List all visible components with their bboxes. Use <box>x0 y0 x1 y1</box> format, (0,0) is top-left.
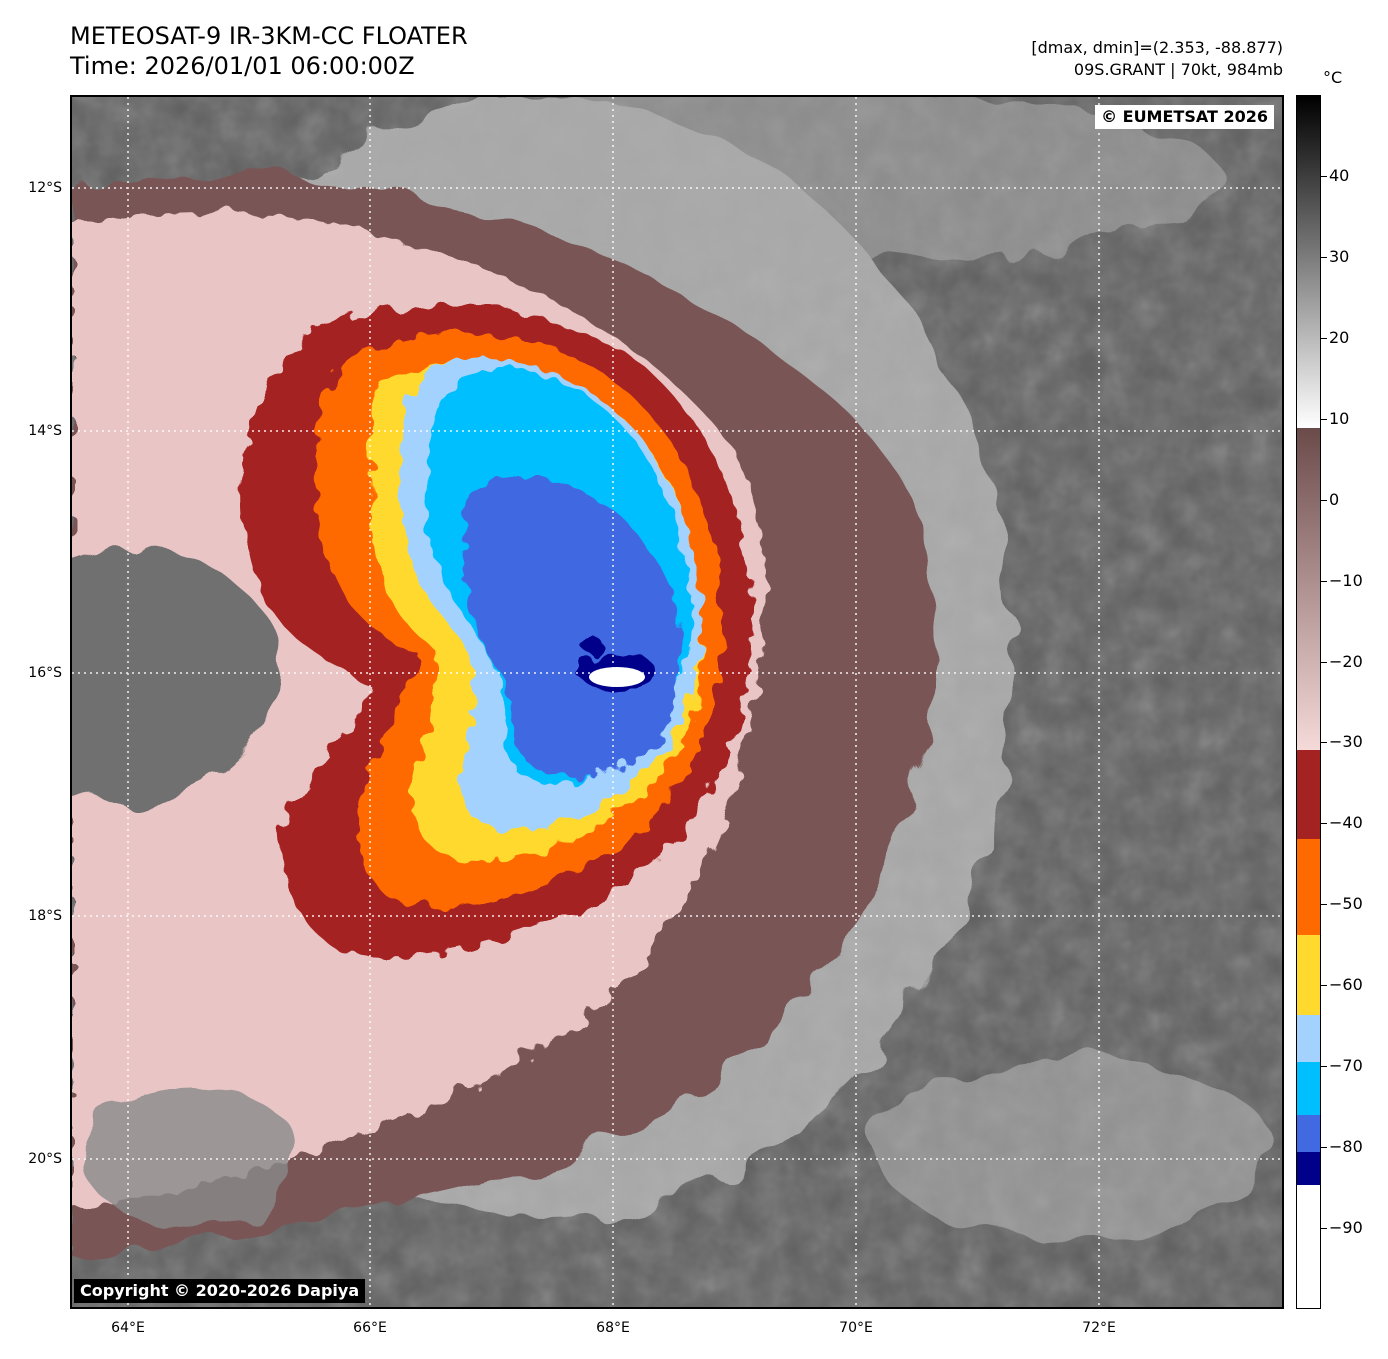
lat-label-12s: 12°S <box>28 180 62 196</box>
colorbar <box>1296 95 1321 1309</box>
lon-label-70e: 70°E <box>839 1320 873 1336</box>
lat-label-20s: 20°S <box>28 1151 62 1167</box>
colorbar-tick <box>1321 742 1327 743</box>
lon-label-68e: 68°E <box>596 1320 630 1336</box>
colorbar-tick-label: −90 <box>1329 1218 1363 1237</box>
lat-label-14s: 14°S <box>28 423 62 439</box>
colorbar-tick <box>1321 1066 1327 1067</box>
colorbar-tick <box>1321 257 1327 258</box>
storm-info-text: 09S.GRANT | 70kt, 984mb <box>1073 60 1283 79</box>
lat-label-18s: 18°S <box>28 908 62 924</box>
product-title: METEOSAT-9 IR-3KM-CC FLOATER <box>70 22 468 50</box>
data-range-text: [dmax, dmin]=(2.353, -88.877) <box>1031 38 1283 57</box>
colorbar-tick <box>1321 419 1327 420</box>
colorbar-unit: °C <box>1323 68 1343 87</box>
colorbar-tick <box>1321 500 1327 501</box>
colorbar-tick <box>1321 176 1327 177</box>
time-title: Time: 2026/01/01 06:00:00Z <box>70 52 415 80</box>
copyright-badge: Copyright © 2020-2026 Dapiya <box>74 1279 366 1303</box>
ir-imagery <box>72 97 1282 1307</box>
colorbar-tick-label: −80 <box>1329 1137 1363 1156</box>
colorbar-tick <box>1321 985 1327 986</box>
colorbar-tick-label: −60 <box>1329 975 1363 994</box>
colorbar-tick-label: 30 <box>1329 247 1350 266</box>
colorbar-tick <box>1321 1228 1327 1229</box>
colorbar-tick-label: 20 <box>1329 328 1350 347</box>
colorbar-tick-label: 10 <box>1329 409 1350 428</box>
colorbar-tick <box>1321 1147 1327 1148</box>
colorbar-tick-label: −40 <box>1329 813 1363 832</box>
eumetsat-badge: © EUMETSAT 2026 <box>1095 105 1274 129</box>
lat-label-16s: 16°S <box>28 665 62 681</box>
colorbar-tick-label: −10 <box>1329 571 1363 590</box>
colorbar-tick <box>1321 581 1327 582</box>
colorbar-tick-label: −50 <box>1329 894 1363 913</box>
colorbar-tick <box>1321 338 1327 339</box>
colorbar-tick-label: −70 <box>1329 1056 1363 1075</box>
colorbar-tick <box>1321 662 1327 663</box>
colorbar-tick-label: 0 <box>1329 490 1340 509</box>
colorbar-tick-label: −20 <box>1329 652 1363 671</box>
colorbar-tick-label: −30 <box>1329 732 1363 751</box>
colorbar-gradient <box>1297 96 1320 1308</box>
lon-label-66e: 66°E <box>353 1320 387 1336</box>
lon-label-72e: 72°E <box>1082 1320 1116 1336</box>
colorbar-tick <box>1321 823 1327 824</box>
satellite-map[interactable]: © EUMETSAT 2026 Copyright © 2020-2026 Da… <box>70 95 1284 1309</box>
colorbar-tick <box>1321 904 1327 905</box>
lon-label-64e: 64°E <box>111 1320 145 1336</box>
colorbar-tick-label: 40 <box>1329 166 1350 185</box>
